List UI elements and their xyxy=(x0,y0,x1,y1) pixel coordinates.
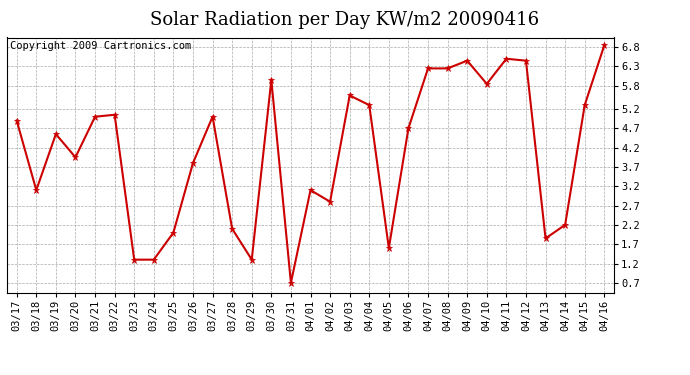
Text: Copyright 2009 Cartronics.com: Copyright 2009 Cartronics.com xyxy=(10,41,191,51)
Text: Solar Radiation per Day KW/m2 20090416: Solar Radiation per Day KW/m2 20090416 xyxy=(150,11,540,29)
